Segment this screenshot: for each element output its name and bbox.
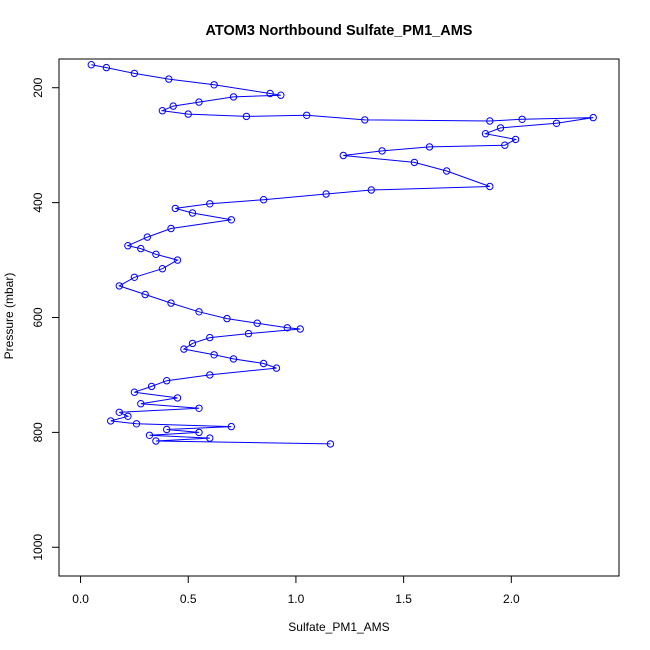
- x-axis: 0.0 0.5 1.0 1.5 2.0: [72, 575, 520, 606]
- x-tick-label: 1.5: [395, 592, 412, 606]
- data-point: [253, 319, 261, 327]
- data-point: [552, 119, 561, 128]
- data-point: [130, 388, 139, 396]
- data-point: [486, 117, 494, 125]
- data-point: [115, 282, 124, 290]
- data-point: [169, 102, 177, 110]
- data-point: [195, 308, 203, 316]
- data-point: [283, 324, 291, 332]
- series-line: [91, 64, 594, 445]
- data-point: [124, 242, 132, 250]
- data-point: [102, 63, 111, 72]
- data-point: [195, 404, 203, 412]
- data-point: [223, 314, 231, 323]
- data-point: [303, 111, 311, 120]
- data-point: [143, 233, 152, 241]
- data-point: [171, 204, 180, 213]
- data-point: [137, 400, 145, 408]
- data-point: [163, 377, 171, 385]
- chart-title: ATOM3 Northbound Sulfate_PM1_AMS: [206, 23, 473, 39]
- data-point: [326, 440, 335, 448]
- data-point: [443, 167, 451, 175]
- data-point: [163, 425, 171, 434]
- y-axis-label: Pressure (mbar): [2, 273, 16, 360]
- data-point: [266, 89, 274, 98]
- data-point: [145, 431, 154, 439]
- data-point: [361, 116, 369, 124]
- data-point: [210, 351, 218, 359]
- data-point: [152, 250, 160, 259]
- data-point: [210, 81, 218, 89]
- data-point: [141, 290, 149, 299]
- plot-frame: [58, 58, 620, 577]
- data-point: [272, 364, 281, 372]
- data-point: [147, 382, 156, 391]
- data-point: [518, 115, 526, 124]
- data-point: [378, 147, 386, 155]
- data-point: [227, 216, 236, 224]
- data-point: [229, 93, 238, 101]
- data-point: [130, 273, 139, 281]
- data-point: [244, 329, 253, 338]
- data-point: [277, 91, 285, 99]
- data-point: [227, 422, 236, 431]
- data-point: [296, 325, 304, 333]
- data-point: [173, 394, 182, 402]
- y-tick-label: 200: [31, 77, 45, 97]
- data-point: [206, 371, 214, 379]
- data-point: [87, 60, 96, 69]
- data-point: [481, 130, 490, 138]
- x-tick-label: 1.0: [288, 592, 305, 606]
- y-tick-label: 800: [31, 422, 45, 442]
- data-point: [115, 408, 124, 416]
- data-point: [229, 355, 238, 363]
- data-point: [158, 107, 167, 115]
- data-point: [511, 135, 520, 144]
- data-point: [152, 437, 160, 445]
- data-point: [425, 143, 434, 151]
- y-axis: 200 400 600 800 1000: [31, 77, 59, 561]
- data-point: [167, 224, 175, 233]
- data-point: [206, 333, 214, 342]
- data-point: [339, 151, 347, 160]
- data-point: [367, 186, 375, 194]
- x-axis-label: Sulfate_PM1_AMS: [288, 620, 389, 634]
- data-point: [259, 196, 268, 204]
- data-point: [107, 417, 115, 425]
- data-point: [206, 200, 214, 208]
- data-point: [259, 359, 268, 368]
- x-tick-label: 0.5: [180, 592, 197, 606]
- y-tick-label: 400: [31, 192, 45, 212]
- data-point: [180, 345, 188, 353]
- y-tick-label: 1000: [31, 534, 45, 561]
- data-point: [158, 265, 167, 273]
- data-point: [184, 110, 192, 118]
- data-point: [501, 141, 509, 149]
- data-point: [589, 113, 597, 122]
- data-point: [188, 339, 197, 348]
- data-point: [173, 256, 182, 264]
- data-point: [124, 412, 132, 420]
- y-tick-label: 600: [31, 307, 45, 327]
- data-point: [132, 420, 141, 428]
- data-point: [188, 209, 197, 217]
- x-tick-label: 0.0: [72, 592, 89, 606]
- data-point: [206, 434, 214, 442]
- plot-data: [87, 60, 597, 448]
- data-point: [167, 299, 175, 307]
- data-point: [496, 124, 505, 132]
- data-point: [410, 158, 419, 167]
- data-point: [137, 244, 145, 253]
- data-point: [322, 190, 330, 198]
- data-point: [165, 75, 173, 83]
- data-point: [486, 182, 494, 191]
- data-point: [195, 428, 203, 437]
- x-tick-label: 2.0: [503, 592, 520, 606]
- data-point: [130, 69, 139, 78]
- data-point: [242, 112, 251, 121]
- data-point: [195, 98, 203, 106]
